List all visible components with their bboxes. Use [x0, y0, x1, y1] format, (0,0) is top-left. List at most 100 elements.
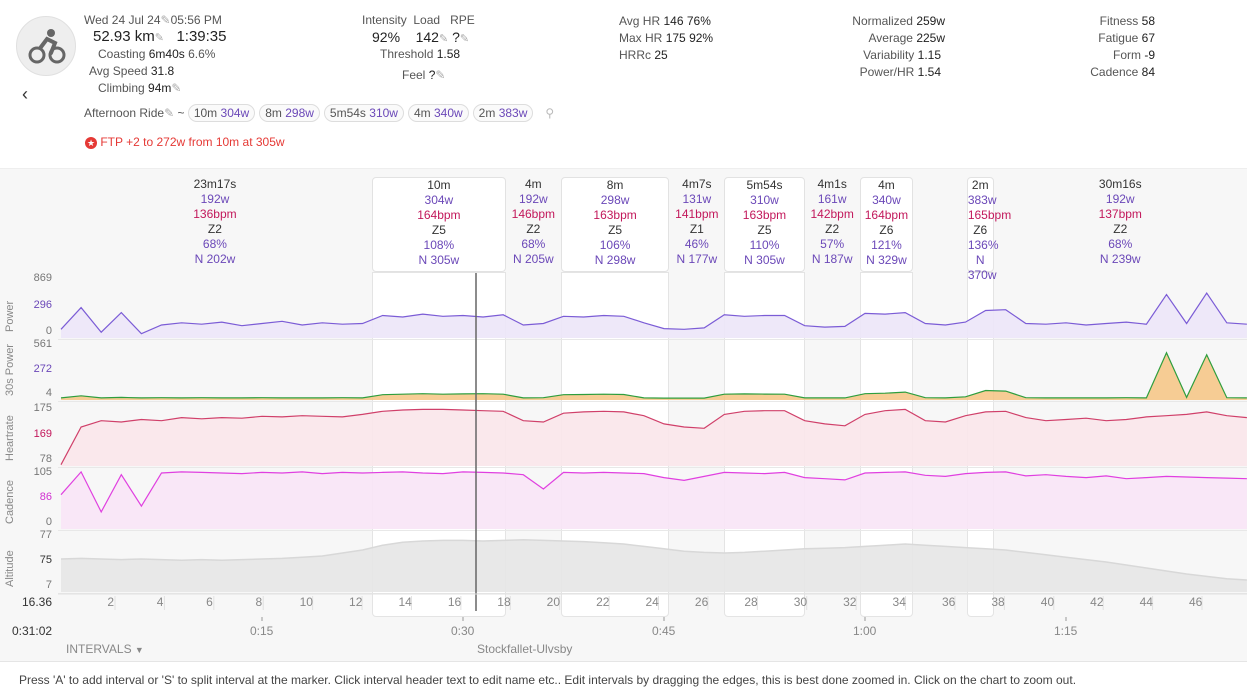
interval-duration[interactable]: 4m1s: [817, 177, 847, 191]
interval-header[interactable]: 30m16s 192w 137bpm Z2 68% N 239w: [994, 177, 1247, 272]
max-hr-label: Max HR: [619, 31, 663, 45]
interval-zone: Z6: [879, 223, 894, 237]
distance-tick-label: 22: [596, 595, 610, 609]
intensity-label: Intensity: [362, 13, 407, 27]
edit-icon[interactable]: ✎: [154, 32, 164, 44]
y-tick-label: 7: [45, 579, 52, 591]
interval-header[interactable]: 4m 340w 164bpm Z6 121% N 329w: [859, 177, 914, 272]
interval-np: N 298w: [594, 253, 636, 267]
effort-watts: 310w: [369, 106, 398, 120]
interval-np: N 177w: [676, 252, 718, 266]
y-tick-label: 78: [39, 453, 52, 465]
interval-duration[interactable]: 4m: [878, 178, 895, 192]
distance-tick-label: 40: [1040, 595, 1055, 609]
rpe-label: RPE: [450, 13, 475, 27]
edit-icon[interactable]: ✎: [459, 33, 470, 45]
intervals-dropdown[interactable]: INTERVALS ▼: [66, 642, 144, 656]
interval-pct: 57%: [820, 237, 845, 251]
edit-icon[interactable]: ✎: [171, 81, 182, 95]
load[interactable]: 142: [415, 29, 439, 45]
y-tick-label: 869: [33, 272, 52, 284]
climbing-label: Climbing: [98, 81, 145, 95]
30s-power-line: [60, 351, 1247, 399]
interval-header[interactable]: 8m 298w 163bpm Z5 106% N 298w: [560, 177, 670, 272]
interval-header[interactable]: 5m54s 310w 163bpm Z5 110% N 305w: [724, 177, 805, 272]
distance-tick-label: 30: [793, 595, 808, 609]
distance-tick-label: 16: [447, 595, 462, 609]
climbing[interactable]: 94m: [148, 81, 172, 95]
distance-tick-label: 8: [255, 595, 263, 609]
ftp-notice: ★ FTP +2 to 272w from 10m at 305w: [85, 135, 285, 149]
time-tick-label: 0:30: [451, 624, 475, 638]
best-effort-pill[interactable]: 4m 340w: [407, 104, 469, 122]
distance-tick-label: 46: [1189, 595, 1203, 609]
activity-date[interactable]: Wed 24 Jul 24: [84, 13, 161, 27]
y-tick-label: 296: [33, 298, 52, 311]
rpe[interactable]: ?: [452, 29, 460, 45]
segment-label[interactable]: Stockfallet-Ulvsby: [477, 642, 573, 656]
cadence-line: [60, 470, 1247, 514]
edit-icon[interactable]: ✎: [438, 33, 449, 45]
distance-tick-label: 24: [645, 595, 659, 609]
interval-header[interactable]: 4m7s 131w 141bpm Z1 46% N 177w: [669, 177, 724, 272]
max-hr: 175: [665, 31, 686, 45]
best-effort-pill[interactable]: 8m 298w: [259, 104, 320, 122]
interval-duration[interactable]: 2m: [971, 178, 989, 192]
interval-watts: 304w: [424, 193, 454, 207]
track-label: Altitude: [4, 550, 16, 587]
interval-duration[interactable]: 4m: [525, 177, 542, 191]
y-tick-label: 75: [39, 554, 52, 566]
search-icon[interactable]: ⚲: [545, 106, 555, 120]
interval-pct: 68%: [1108, 237, 1133, 251]
threshold: 1.58: [436, 47, 461, 61]
distance-tick-label: 36: [941, 595, 956, 609]
threshold-label: Threshold: [380, 47, 434, 61]
interval-zone: Z6: [973, 223, 988, 237]
y-tick-label: 561: [33, 338, 52, 350]
best-effort-pill[interactable]: 2m 383w: [472, 104, 534, 122]
best-effort-pill[interactable]: 10m 304w: [187, 104, 256, 122]
interval-zone: Z5: [431, 223, 446, 237]
feel-label: Feel: [402, 68, 426, 82]
interval-watts: 161w: [817, 192, 847, 206]
cycling-icon: [28, 29, 66, 64]
distance-cursor: 16.36: [22, 595, 53, 609]
edit-icon[interactable]: ✎: [164, 106, 175, 120]
interval-header[interactable]: 4m1s 161w 142bpm Z2 57% N 187w: [805, 177, 860, 272]
distance[interactable]: 52.93 km: [93, 28, 155, 45]
interval-header[interactable]: 4m 192w 146bpm Z2 68% N 205w: [506, 177, 561, 272]
edit-icon[interactable]: ✎: [435, 68, 446, 82]
activity-name[interactable]: Afternoon Ride: [84, 106, 165, 120]
distance-tick-label: 44: [1139, 595, 1153, 609]
interval-duration[interactable]: 10m: [427, 178, 451, 192]
interval-duration[interactable]: 4m7s: [682, 177, 712, 191]
back-button[interactable]: ‹: [22, 84, 28, 104]
vi-label: Variability: [863, 48, 915, 62]
interval-header[interactable]: 2m 383w 165bpm Z6 136% N 370w: [966, 177, 1011, 282]
altitude-line: [60, 539, 1247, 581]
best-effort-pill[interactable]: 5m54s 310w: [323, 104, 404, 122]
interval-duration[interactable]: 8m: [606, 178, 624, 192]
power-area: [61, 293, 1247, 338]
interval-pct: 121%: [871, 238, 902, 252]
y-tick-label: 4: [45, 387, 52, 399]
time-tick-label: 1:00: [853, 624, 877, 638]
interval-header[interactable]: 23m17s 192w 136bpm Z2 68% N 202w: [58, 177, 372, 272]
interval-np: N 305w: [744, 253, 785, 267]
track-label: Heartrate: [4, 414, 16, 461]
interval-zone: Z1: [689, 222, 704, 236]
coasting-pct: 6.6%: [188, 47, 216, 61]
intensity: 92%: [372, 29, 401, 45]
interval-header[interactable]: 10m 304w 164bpm Z5 108% N 305w: [371, 177, 506, 272]
interval-duration[interactable]: 23m17s: [193, 177, 237, 191]
coasting: 6m40s: [148, 47, 185, 61]
effort-duration: 10m: [193, 106, 218, 120]
effort-watts: 383w: [498, 106, 528, 120]
interval-duration[interactable]: 5m54s: [746, 178, 783, 192]
y-tick-label: 77: [39, 529, 52, 541]
avg-hr-label: Avg HR: [619, 14, 661, 28]
feel[interactable]: ?: [428, 68, 436, 82]
edit-icon[interactable]: ✎: [160, 13, 171, 27]
interval-duration[interactable]: 30m16s: [1098, 177, 1142, 191]
